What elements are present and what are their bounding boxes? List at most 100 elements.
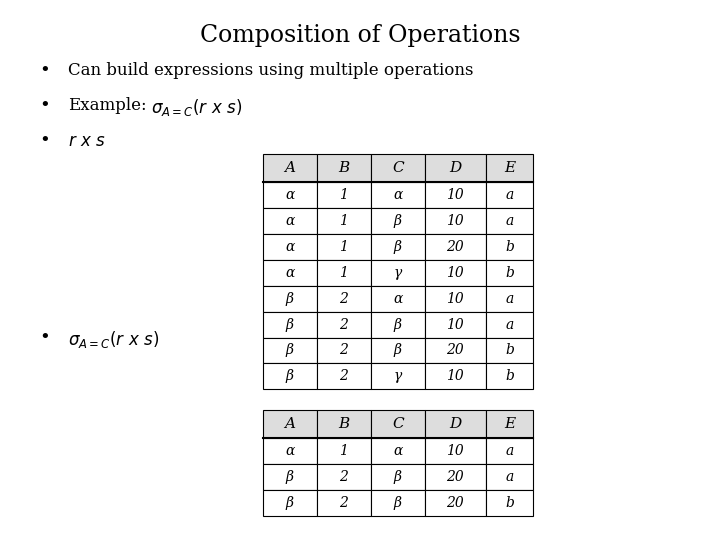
Text: α: α <box>285 240 294 254</box>
Bar <box>317 234 371 260</box>
Text: 20: 20 <box>446 470 464 484</box>
Bar <box>317 208 371 234</box>
Text: b: b <box>505 496 514 510</box>
Bar <box>486 208 533 234</box>
Text: 1: 1 <box>339 188 348 202</box>
Text: α: α <box>285 444 294 458</box>
Text: 1: 1 <box>339 444 348 458</box>
Text: α: α <box>393 444 402 458</box>
Bar <box>371 338 425 363</box>
Text: E: E <box>504 161 515 175</box>
Text: α: α <box>285 214 294 228</box>
Bar <box>263 260 317 286</box>
Bar <box>425 438 486 464</box>
Text: D: D <box>449 417 462 431</box>
Text: β: β <box>286 470 294 484</box>
Bar <box>371 208 425 234</box>
Bar <box>371 182 425 208</box>
Bar <box>317 490 371 516</box>
Bar <box>425 286 486 312</box>
Text: 2: 2 <box>339 318 348 332</box>
Bar <box>371 490 425 516</box>
Text: 2: 2 <box>339 369 348 383</box>
Text: γ: γ <box>394 369 402 383</box>
Bar <box>317 464 371 490</box>
Text: A: A <box>284 161 295 175</box>
Bar <box>263 464 317 490</box>
Bar <box>425 182 486 208</box>
Bar <box>371 312 425 338</box>
Text: a: a <box>505 292 513 306</box>
Text: C: C <box>392 161 404 175</box>
Text: Can build expressions using multiple operations: Can build expressions using multiple ope… <box>68 62 474 79</box>
Bar <box>486 286 533 312</box>
Text: 10: 10 <box>446 266 464 280</box>
Text: $\sigma_{A=C}(r\ x\ s)$: $\sigma_{A=C}(r\ x\ s)$ <box>151 97 243 118</box>
Text: B: B <box>338 417 349 431</box>
Text: 2: 2 <box>339 343 348 357</box>
Bar <box>263 154 317 182</box>
Bar <box>425 208 486 234</box>
Text: b: b <box>505 240 514 254</box>
Bar <box>317 312 371 338</box>
Bar <box>425 490 486 516</box>
Text: 20: 20 <box>446 240 464 254</box>
Bar <box>317 338 371 363</box>
Bar <box>486 464 533 490</box>
Text: •: • <box>40 132 50 150</box>
Text: β: β <box>394 318 402 332</box>
Bar <box>263 363 317 389</box>
Text: β: β <box>286 369 294 383</box>
Bar <box>425 464 486 490</box>
Bar <box>371 260 425 286</box>
Text: 10: 10 <box>446 214 464 228</box>
Text: 10: 10 <box>446 369 464 383</box>
Text: 20: 20 <box>446 496 464 510</box>
Bar <box>486 182 533 208</box>
Bar <box>317 363 371 389</box>
Bar <box>425 234 486 260</box>
Text: a: a <box>505 470 513 484</box>
Bar <box>486 410 533 438</box>
Bar <box>317 182 371 208</box>
Text: α: α <box>393 188 402 202</box>
Text: β: β <box>394 343 402 357</box>
Bar <box>263 312 317 338</box>
Bar <box>425 410 486 438</box>
Text: D: D <box>449 161 462 175</box>
Text: b: b <box>505 266 514 280</box>
Bar <box>371 438 425 464</box>
Text: β: β <box>394 214 402 228</box>
Text: Composition of Operations: Composition of Operations <box>199 24 521 48</box>
Text: β: β <box>394 496 402 510</box>
Text: 10: 10 <box>446 444 464 458</box>
Bar <box>263 182 317 208</box>
Bar <box>263 490 317 516</box>
Text: A: A <box>284 417 295 431</box>
Bar <box>486 338 533 363</box>
Text: 2: 2 <box>339 292 348 306</box>
Text: b: b <box>505 343 514 357</box>
Bar <box>425 154 486 182</box>
Bar <box>486 234 533 260</box>
Bar <box>263 234 317 260</box>
Bar <box>263 338 317 363</box>
Text: b: b <box>505 369 514 383</box>
Text: a: a <box>505 444 513 458</box>
Bar <box>425 312 486 338</box>
Text: 2: 2 <box>339 496 348 510</box>
Bar <box>425 363 486 389</box>
Text: β: β <box>286 318 294 332</box>
Text: α: α <box>393 292 402 306</box>
Text: β: β <box>286 343 294 357</box>
Bar <box>263 410 317 438</box>
Bar <box>263 438 317 464</box>
Text: a: a <box>505 318 513 332</box>
Text: •: • <box>40 329 50 347</box>
Bar <box>371 154 425 182</box>
Bar <box>486 490 533 516</box>
Text: $\sigma_{A=C}(r\ x\ s)$: $\sigma_{A=C}(r\ x\ s)$ <box>68 329 160 350</box>
Text: 1: 1 <box>339 266 348 280</box>
Text: 20: 20 <box>446 343 464 357</box>
Bar <box>371 234 425 260</box>
